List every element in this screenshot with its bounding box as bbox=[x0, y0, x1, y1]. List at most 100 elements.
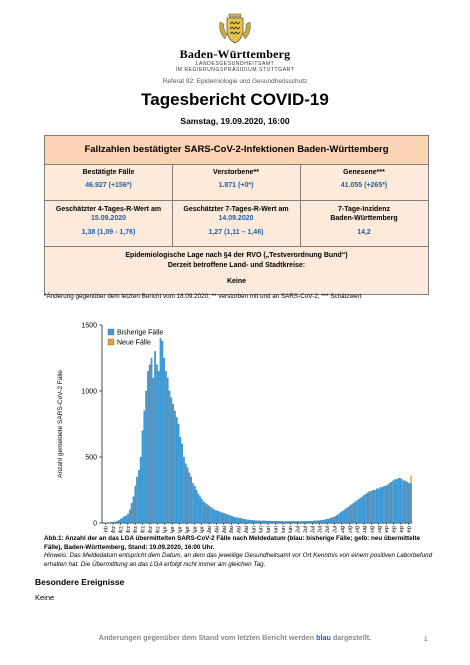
bar-bisherige bbox=[130, 503, 133, 524]
bar-bisherige bbox=[109, 522, 111, 524]
page-title: Tagesbericht COVID-19 bbox=[141, 90, 329, 109]
x-tick-label: 23 Aug bbox=[369, 526, 375, 533]
bar-bisherige bbox=[395, 479, 398, 524]
footer-pre: Änderungen gegenüber dem Stand vom letzt… bbox=[98, 633, 315, 642]
incidence-label: 7-Tage-Inzidenz bbox=[338, 206, 390, 213]
bar-bisherige bbox=[255, 520, 257, 524]
x-tick-label: 15 Apr bbox=[178, 526, 184, 533]
bar-bisherige bbox=[276, 521, 279, 524]
confirmed-delta: (+156*) bbox=[108, 182, 132, 189]
incidence-label-2: Baden-Württemberg bbox=[330, 215, 398, 222]
report-date: Samstag, 19.09.2020, 16:00 bbox=[180, 116, 290, 126]
x-tick-label: 24 Jun bbox=[281, 526, 287, 533]
bar-bisherige bbox=[375, 488, 378, 524]
bar-bisherige bbox=[132, 496, 135, 524]
bar-bisherige bbox=[257, 520, 259, 524]
r7-value: 1,27 (1,11 – 1,46) bbox=[208, 229, 264, 236]
x-tick-label: 10 Apr bbox=[170, 526, 176, 533]
bar-bisherige bbox=[139, 456, 142, 524]
x-tick-label: 09 Jul bbox=[303, 526, 309, 533]
x-tick-label: 02 Sep bbox=[384, 526, 390, 533]
x-tick-label: 31 Mrz bbox=[155, 526, 161, 533]
bar-bisherige bbox=[175, 417, 178, 524]
bar-bisherige bbox=[266, 520, 268, 524]
bar-bisherige bbox=[211, 508, 214, 524]
bar-bisherige bbox=[181, 443, 183, 524]
bar-bisherige bbox=[294, 521, 297, 524]
y-tick-label: 1500 bbox=[81, 323, 97, 330]
bar-bisherige bbox=[296, 521, 299, 524]
bar-bisherige bbox=[260, 520, 263, 524]
bar-bisherige bbox=[264, 520, 266, 524]
bar-bisherige bbox=[284, 521, 286, 524]
x-tick-label: 05 Apr bbox=[163, 526, 169, 533]
bar-bisherige bbox=[118, 520, 120, 524]
bar-bisherige bbox=[188, 472, 191, 524]
bar-bisherige bbox=[242, 518, 245, 524]
bar-bisherige bbox=[312, 520, 315, 524]
x-tick-label: 15 Mai bbox=[222, 526, 228, 533]
events-heading: Besondere Ereignisse bbox=[35, 577, 125, 587]
bar-bisherige bbox=[116, 520, 119, 524]
x-tick-label: 30 Mai bbox=[244, 526, 250, 533]
rvo-line2: Derzeit betroffene Land- und Stadtkreise… bbox=[167, 262, 306, 269]
x-tick-label: 11 Mrz bbox=[126, 526, 132, 533]
x-tick-label: 21 Mrz bbox=[141, 526, 147, 533]
confirmed-value: 46.927 bbox=[85, 182, 107, 189]
confirmed-cell: Bestätigte Fälle 46.927 (+156*) bbox=[45, 169, 172, 189]
x-tick-label: 18 Aug bbox=[362, 526, 368, 533]
recovered-value: 41.055 bbox=[340, 182, 363, 189]
bar-bisherige bbox=[219, 511, 221, 524]
bar-bisherige bbox=[183, 456, 185, 524]
bar-bisherige bbox=[357, 499, 360, 524]
x-tick-label: 14 Jun bbox=[266, 526, 272, 533]
bar-bisherige bbox=[172, 404, 174, 524]
deaths-value: 1.871 bbox=[218, 182, 237, 189]
x-tick-label: 25 Feb bbox=[104, 526, 110, 533]
y-tick-label: 1000 bbox=[81, 389, 97, 396]
bar-bisherige bbox=[217, 511, 220, 524]
bar-bisherige bbox=[323, 519, 326, 524]
bar-bisherige bbox=[215, 510, 218, 524]
bar-bisherige bbox=[287, 521, 290, 524]
x-tick-label: 20 Apr bbox=[185, 526, 191, 533]
bar-bisherige bbox=[157, 371, 160, 524]
bar-bisherige bbox=[248, 519, 250, 524]
bar-bisherige bbox=[222, 513, 225, 524]
bar-bisherige bbox=[374, 489, 376, 524]
bar-bisherige bbox=[390, 482, 393, 524]
rvo-line1: Epidemiologische Lage nach §4 der RVO („… bbox=[125, 252, 348, 259]
legend-swatch bbox=[107, 328, 115, 336]
x-tick-label: 07 Sep bbox=[392, 526, 398, 533]
bar-bisherige bbox=[280, 521, 283, 524]
bar-bisherige bbox=[332, 516, 335, 524]
bar-bisherige bbox=[330, 517, 333, 524]
bar-bisherige bbox=[258, 520, 261, 524]
x-tick-label: 28 Aug bbox=[377, 526, 383, 533]
r4-value: 1,38 (1,09 - 1,76) bbox=[81, 229, 136, 236]
figure-caption: Abb.1: Anzahl der an das LGA übermittelt… bbox=[44, 535, 420, 551]
x-tick-label: 10 Mai bbox=[214, 526, 220, 533]
bar-bisherige bbox=[338, 513, 340, 524]
x-tick-label: 19 Jul bbox=[318, 526, 324, 533]
bar-neue bbox=[410, 475, 412, 484]
x-tick-label: 24 Jul bbox=[325, 526, 331, 533]
bar-bisherige bbox=[244, 519, 247, 524]
bar-bisherige bbox=[143, 410, 146, 524]
org-subtitle: LANDESGESUNDHEITSAMT bbox=[195, 61, 275, 67]
bar-bisherige bbox=[348, 505, 351, 524]
bar-bisherige bbox=[111, 522, 113, 524]
bar-bisherige bbox=[327, 518, 329, 524]
bar-bisherige bbox=[233, 516, 236, 524]
bar-bisherige bbox=[121, 517, 124, 524]
recovered-delta: (+265*) bbox=[364, 182, 388, 189]
bar-bisherige bbox=[159, 338, 162, 524]
cases-chart: 0 500 1000 1500 Anzahl gemeldete SARS-CoV-2 … bbox=[57, 323, 412, 534]
bar-bisherige bbox=[190, 476, 192, 524]
r7-cell: Geschätzter 7-Tages-R-Wert am 14.09.2020… bbox=[172, 205, 300, 237]
bar-bisherige bbox=[300, 521, 302, 524]
bar-bisherige bbox=[239, 518, 241, 524]
bar-bisherige bbox=[150, 357, 153, 524]
org-name: Baden-Württemberg bbox=[179, 47, 291, 61]
x-tick-label: 03 Aug bbox=[340, 526, 346, 533]
